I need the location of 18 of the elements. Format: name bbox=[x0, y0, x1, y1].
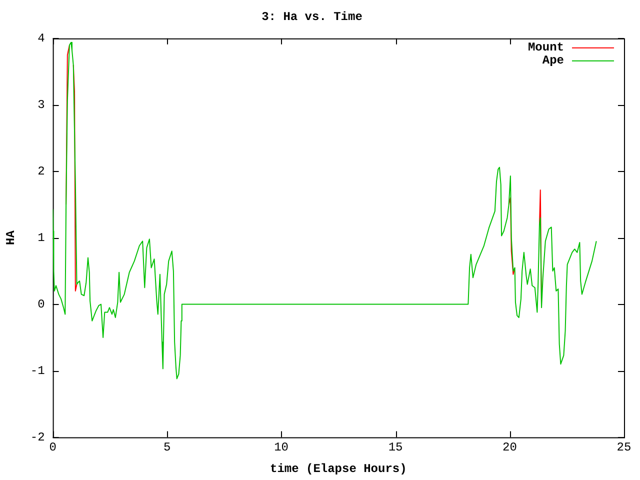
y-axis-title: HA bbox=[4, 230, 18, 246]
x-tick-label: 15 bbox=[388, 440, 403, 455]
x-tick-label: 20 bbox=[502, 440, 517, 455]
x-tick-label: 5 bbox=[163, 440, 171, 455]
x-tick-label: 25 bbox=[616, 440, 632, 455]
y-tick-label: -1 bbox=[30, 364, 45, 378]
y-tick-label: 0 bbox=[38, 297, 45, 312]
legend-label: Mount bbox=[528, 40, 564, 54]
y-tick-label: -2 bbox=[30, 430, 45, 444]
x-tick-label: 0 bbox=[49, 440, 56, 455]
y-tick-label: 4 bbox=[38, 32, 45, 46]
y-tick-label: 2 bbox=[38, 164, 45, 179]
x-axis-title: time (Elapse Hours) bbox=[270, 462, 407, 476]
y-tick-label: 3 bbox=[38, 98, 45, 112]
x-tick-label: 10 bbox=[274, 440, 288, 455]
legend-label: Ape bbox=[542, 53, 564, 68]
y-tick-label: 1 bbox=[38, 230, 45, 245]
chart-title: 3: Ha vs. Time bbox=[262, 10, 362, 24]
